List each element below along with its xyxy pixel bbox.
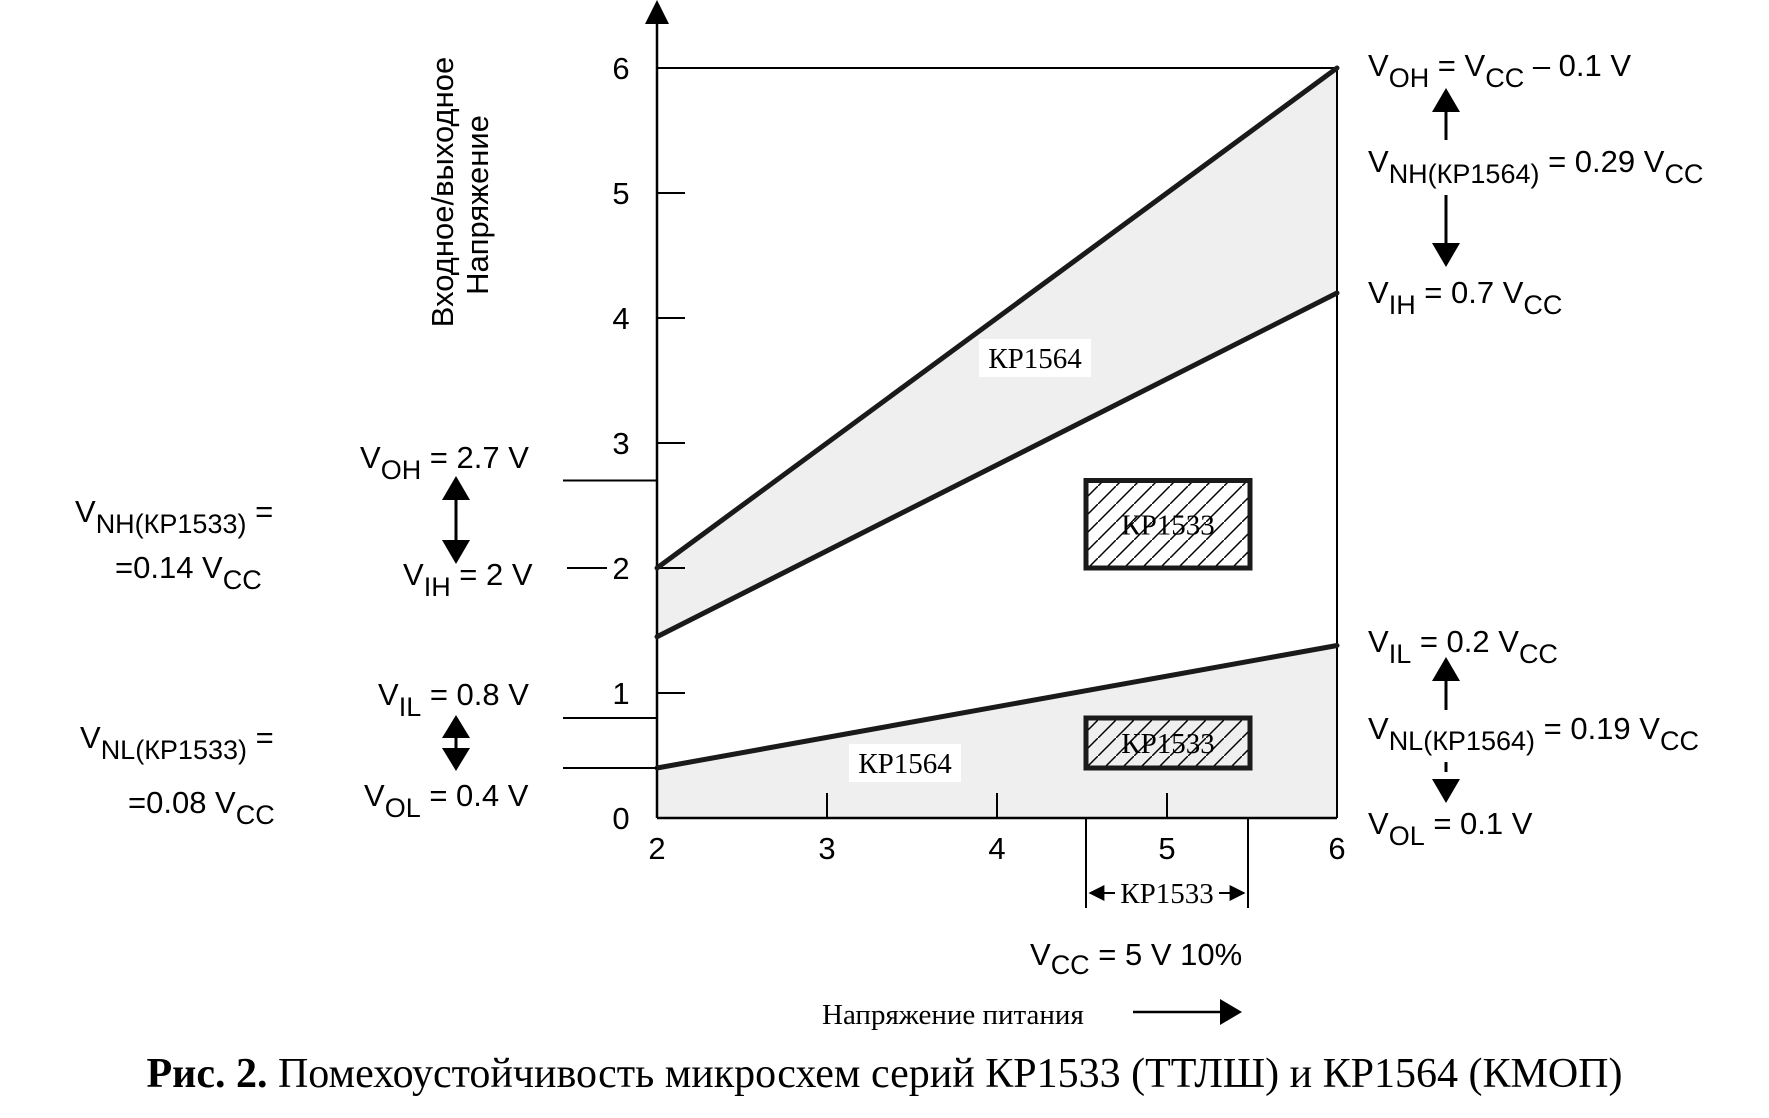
left-vol-label: VOL = 0.4 V: [364, 778, 529, 823]
x-tick-label: 3: [818, 831, 835, 866]
threshold-lines: [654, 65, 1340, 771]
caption-text: Помехоустойчивость микросхем серий КР153…: [267, 1051, 1623, 1097]
x-axis-label: Напряжение питания: [822, 999, 1084, 1031]
right-vil-label: VIL = 0.2 VCC: [1368, 624, 1558, 669]
caption-number: Рис. 2.: [146, 1051, 268, 1097]
left-vnl-label-1: VNL(КР1533) =: [80, 720, 274, 765]
right-vnl-label: VNL(КР1564) = 0.19 VCC: [1368, 711, 1699, 756]
right-vnl-arrow-down: [1432, 779, 1460, 803]
kr1533-box-label: КР1533: [1121, 509, 1214, 541]
figure-caption: Рис. 2. Помехоустойчивость микросхем сер…: [0, 1050, 1769, 1098]
y-axis-label-line2: Напряжение: [460, 115, 495, 295]
chart-labels: КР1564 КР1564 КР1533 VCC = 5 V 10% VOH = 2.7…: [75, 48, 1703, 1025]
threshold-line-3: [654, 643, 1340, 771]
band-label: КР1564: [858, 748, 952, 780]
right-vol-label: VOL = 0.1 V: [1368, 806, 1533, 851]
left-vnh-label-1: VNH(КР1533) =: [75, 494, 273, 539]
y-tick-label: 1: [612, 676, 629, 711]
y-axis-arrow: [645, 0, 669, 24]
band-label-bg: [849, 744, 961, 782]
y-tick-label: 2: [612, 551, 629, 586]
y-tick-label: 4: [612, 301, 629, 336]
x-tick-label: 2: [648, 831, 665, 866]
left-vnh-label-2: =0.14 VCC: [115, 550, 262, 595]
right-vnl-arrow-up: [1432, 657, 1460, 681]
kr1533-box: [1083, 478, 1253, 571]
kr1533-boxes: КР1533 КР1533: [1083, 478, 1253, 771]
right-vih-label: VIH = 0.7 VCC: [1368, 275, 1562, 320]
y-tick-label: 5: [612, 176, 629, 211]
right-voh-label: VOH = VCC – 0.1 V: [1368, 48, 1631, 93]
x-tick-label: 5: [1158, 831, 1175, 866]
left-vnh-arrow-up: [442, 476, 470, 500]
right-vnh-arrow-down: [1432, 243, 1460, 267]
x-tick-label: 6: [1328, 831, 1345, 866]
y-axis-label-line1: Входное/выходное: [425, 57, 460, 328]
y-tick-label: 3: [612, 426, 629, 461]
right-vnh-arrow-up: [1432, 88, 1460, 112]
left-vnl-label-2: =0.08 VCC: [128, 785, 275, 830]
y-tick-label: 6: [612, 51, 629, 86]
kr1533-box-label: КР1533: [1121, 728, 1214, 760]
threshold-line-1: [654, 65, 1340, 571]
chart-axes: 0 1 2 3 4 5 6 2 3 4 5 6: [612, 0, 1346, 866]
threshold-line-2: [654, 290, 1340, 640]
left-vnl-arrow-down: [442, 748, 470, 771]
x-tick-label: 4: [988, 831, 1005, 866]
left-vnl-arrow-up: [442, 715, 470, 738]
right-vnh-label: VNH(КР1564) = 0.29 VCC: [1368, 144, 1703, 189]
supply-range-label-bg: [1115, 874, 1219, 910]
supply-note: VCC = 5 V 10%: [1030, 937, 1242, 980]
left-vih-label: VIH = 2 V: [403, 557, 533, 602]
band-label: КР1564: [988, 343, 1082, 375]
supply-range-label: КР1533: [1120, 878, 1213, 910]
kr1533-box: [1083, 715, 1253, 771]
band-label-bg: [979, 339, 1091, 377]
left-vnh-arrow-down: [442, 540, 470, 564]
left-voh-label: VOH = 2.7 V: [360, 440, 529, 485]
band-2: [657, 645, 1337, 818]
y-tick-label: 0: [612, 801, 629, 836]
x-axis-label-arrow-head: [1220, 999, 1242, 1025]
left-vil-label: VIL = 0.8 V: [378, 677, 529, 722]
